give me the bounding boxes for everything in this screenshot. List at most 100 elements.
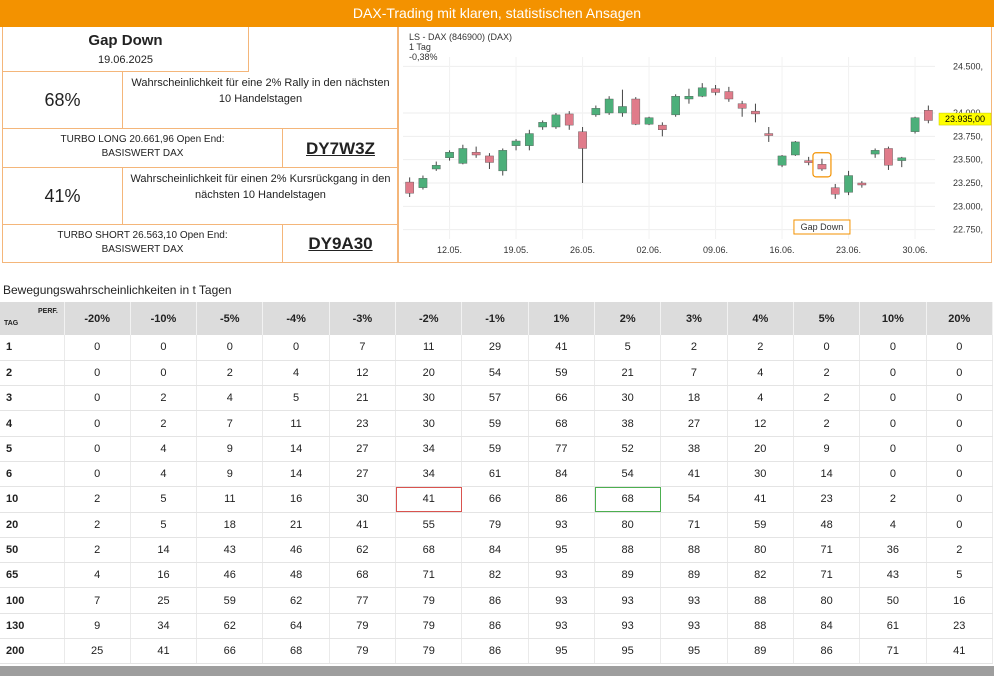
probability-cell: 2 <box>660 335 728 361</box>
probability-cell: 54 <box>660 486 728 513</box>
candle-up <box>551 114 561 128</box>
row-day-cell: 10 <box>0 486 65 513</box>
candle-down <box>711 88 720 93</box>
probability-cell: 79 <box>461 512 529 538</box>
column-header: 10% <box>859 302 927 335</box>
candle-up <box>777 155 787 166</box>
probability-cell: 89 <box>727 638 794 665</box>
probability-cell: 79 <box>395 613 463 640</box>
probability-cell: 88 <box>594 537 662 564</box>
row-day-cell: 50 <box>0 537 65 564</box>
y-tick-label: 24.500, <box>953 61 983 71</box>
table-row: 2 0 0 2 4 12 20 54 59 21 7 4 2 0 0 <box>0 360 994 387</box>
probability-cell: 21 <box>329 385 397 412</box>
row-day-cell: 130 <box>0 613 65 640</box>
probability-cell: 77 <box>329 587 397 614</box>
probability-cell: 79 <box>329 638 397 665</box>
probability-cell: 0 <box>926 436 994 462</box>
probability-cell: 2 <box>793 360 861 387</box>
probability-cell: 4 <box>64 562 131 589</box>
probability-cell: 2 <box>727 335 794 361</box>
candle-up <box>511 140 521 146</box>
candle-up <box>644 117 654 125</box>
column-header: -1% <box>461 302 529 335</box>
probability-cell: 86 <box>461 638 529 665</box>
candle-up <box>458 148 468 164</box>
table-row: 20 2 5 18 21 41 55 79 93 80 71 59 48 4 0 <box>0 512 994 538</box>
row-day-cell: 4 <box>0 410 65 437</box>
table-row: 50 2 14 43 46 62 68 84 95 88 88 80 71 36 2 <box>0 537 994 564</box>
probability-cell: 20 <box>395 360 463 387</box>
column-header: -2% <box>395 302 463 335</box>
x-tick-label: 16.06. <box>770 245 795 255</box>
probability-cell: 93 <box>528 562 596 589</box>
x-tick-label: 23.06. <box>836 245 861 255</box>
row-day-cell: 1 <box>0 335 65 361</box>
candle-down <box>924 109 933 121</box>
gap-down-label-box <box>793 219 851 235</box>
x-tick-label: 02.06. <box>637 245 662 255</box>
chart-header-change: -0,38% <box>409 52 438 62</box>
probability-cell: 23 <box>329 410 397 437</box>
probability-cell: 0 <box>130 335 198 361</box>
probability-cell: 4 <box>262 360 330 387</box>
probability-cell: 55 <box>395 512 463 538</box>
turbo-short-row: TURBO SHORT 26.563,10 Open End: BASISWER… <box>3 225 397 263</box>
probability-cell: 0 <box>926 335 994 361</box>
turbo-long-wkn-link[interactable]: DY7W3Z <box>306 139 375 158</box>
turbo-short-wkn-link[interactable]: DY9A30 <box>308 234 373 253</box>
probability-cell: 34 <box>130 613 198 640</box>
candle-down <box>631 98 641 125</box>
probability-cell: 61 <box>859 613 927 640</box>
probability-cell: 9 <box>64 613 131 640</box>
candle-up <box>684 95 694 100</box>
probability-cell: 59 <box>528 360 596 387</box>
row-day-cell: 6 <box>0 461 65 488</box>
column-header: 3% <box>660 302 728 335</box>
candle-up <box>870 150 880 155</box>
probability-cell: 23 <box>926 613 994 640</box>
probability-cell: 5 <box>926 562 994 589</box>
probability-cell: 71 <box>660 512 728 538</box>
probability-cell: 2 <box>130 410 198 437</box>
probability-cell: 43 <box>859 562 927 589</box>
probability-cell: 4 <box>130 436 198 462</box>
table-row: 200 25 41 66 68 79 79 86 95 95 95 89 86 71 41 <box>0 638 994 665</box>
candle-down <box>737 103 747 109</box>
column-header: 20% <box>926 302 994 335</box>
probability-cell: 0 <box>926 461 994 488</box>
column-header: -5% <box>196 302 264 335</box>
probability-cell: 71 <box>859 638 927 665</box>
probability-cell: 27 <box>329 461 397 488</box>
table-row: 6 0 4 9 14 27 34 61 84 54 41 30 14 0 0 <box>0 461 994 488</box>
probability-cell: 84 <box>793 613 861 640</box>
column-header: -3% <box>329 302 397 335</box>
probability-cell: 88 <box>727 587 794 614</box>
probability-cell: 52 <box>594 436 662 462</box>
probability-cell: 82 <box>461 562 529 589</box>
probability-cell: 62 <box>196 613 264 640</box>
probability-cell: 4 <box>727 385 794 412</box>
probability-cell: 21 <box>594 360 662 387</box>
turbo-short-label: TURBO SHORT 26.563,10 Open End: BASISWER… <box>3 225 283 263</box>
probability-cell: 16 <box>262 486 330 513</box>
chart-header-instrument: LS - DAX (846900) (DAX) <box>409 32 513 42</box>
table-row: 100 7 25 59 62 77 79 86 93 93 93 88 80 50 16 <box>0 587 994 614</box>
row-day-cell: 100 <box>0 587 65 614</box>
probability-cell: 34 <box>395 436 463 462</box>
probability-cell: 93 <box>660 587 728 614</box>
probability-cell: 41 <box>329 512 397 538</box>
probability-cell: 93 <box>594 587 662 614</box>
probability-cell: 86 <box>528 486 596 513</box>
probability-cell: 89 <box>660 562 728 589</box>
turbo-long-row: TURBO LONG 20.661,96 Open End: BASISWERT… <box>3 129 397 168</box>
probability-cell: 95 <box>594 638 662 665</box>
candle-up <box>591 108 601 116</box>
probability-cell: 59 <box>461 410 529 437</box>
table-row: 5 0 4 9 14 27 34 59 77 52 38 20 9 0 0 <box>0 436 994 462</box>
candle-up <box>697 87 707 97</box>
candle-up <box>525 133 534 146</box>
table-row: 130 9 34 62 64 79 79 86 93 93 93 88 84 61 23 <box>0 613 994 640</box>
probability-cell: 82 <box>727 562 794 589</box>
probability-cell: 34 <box>395 461 463 488</box>
